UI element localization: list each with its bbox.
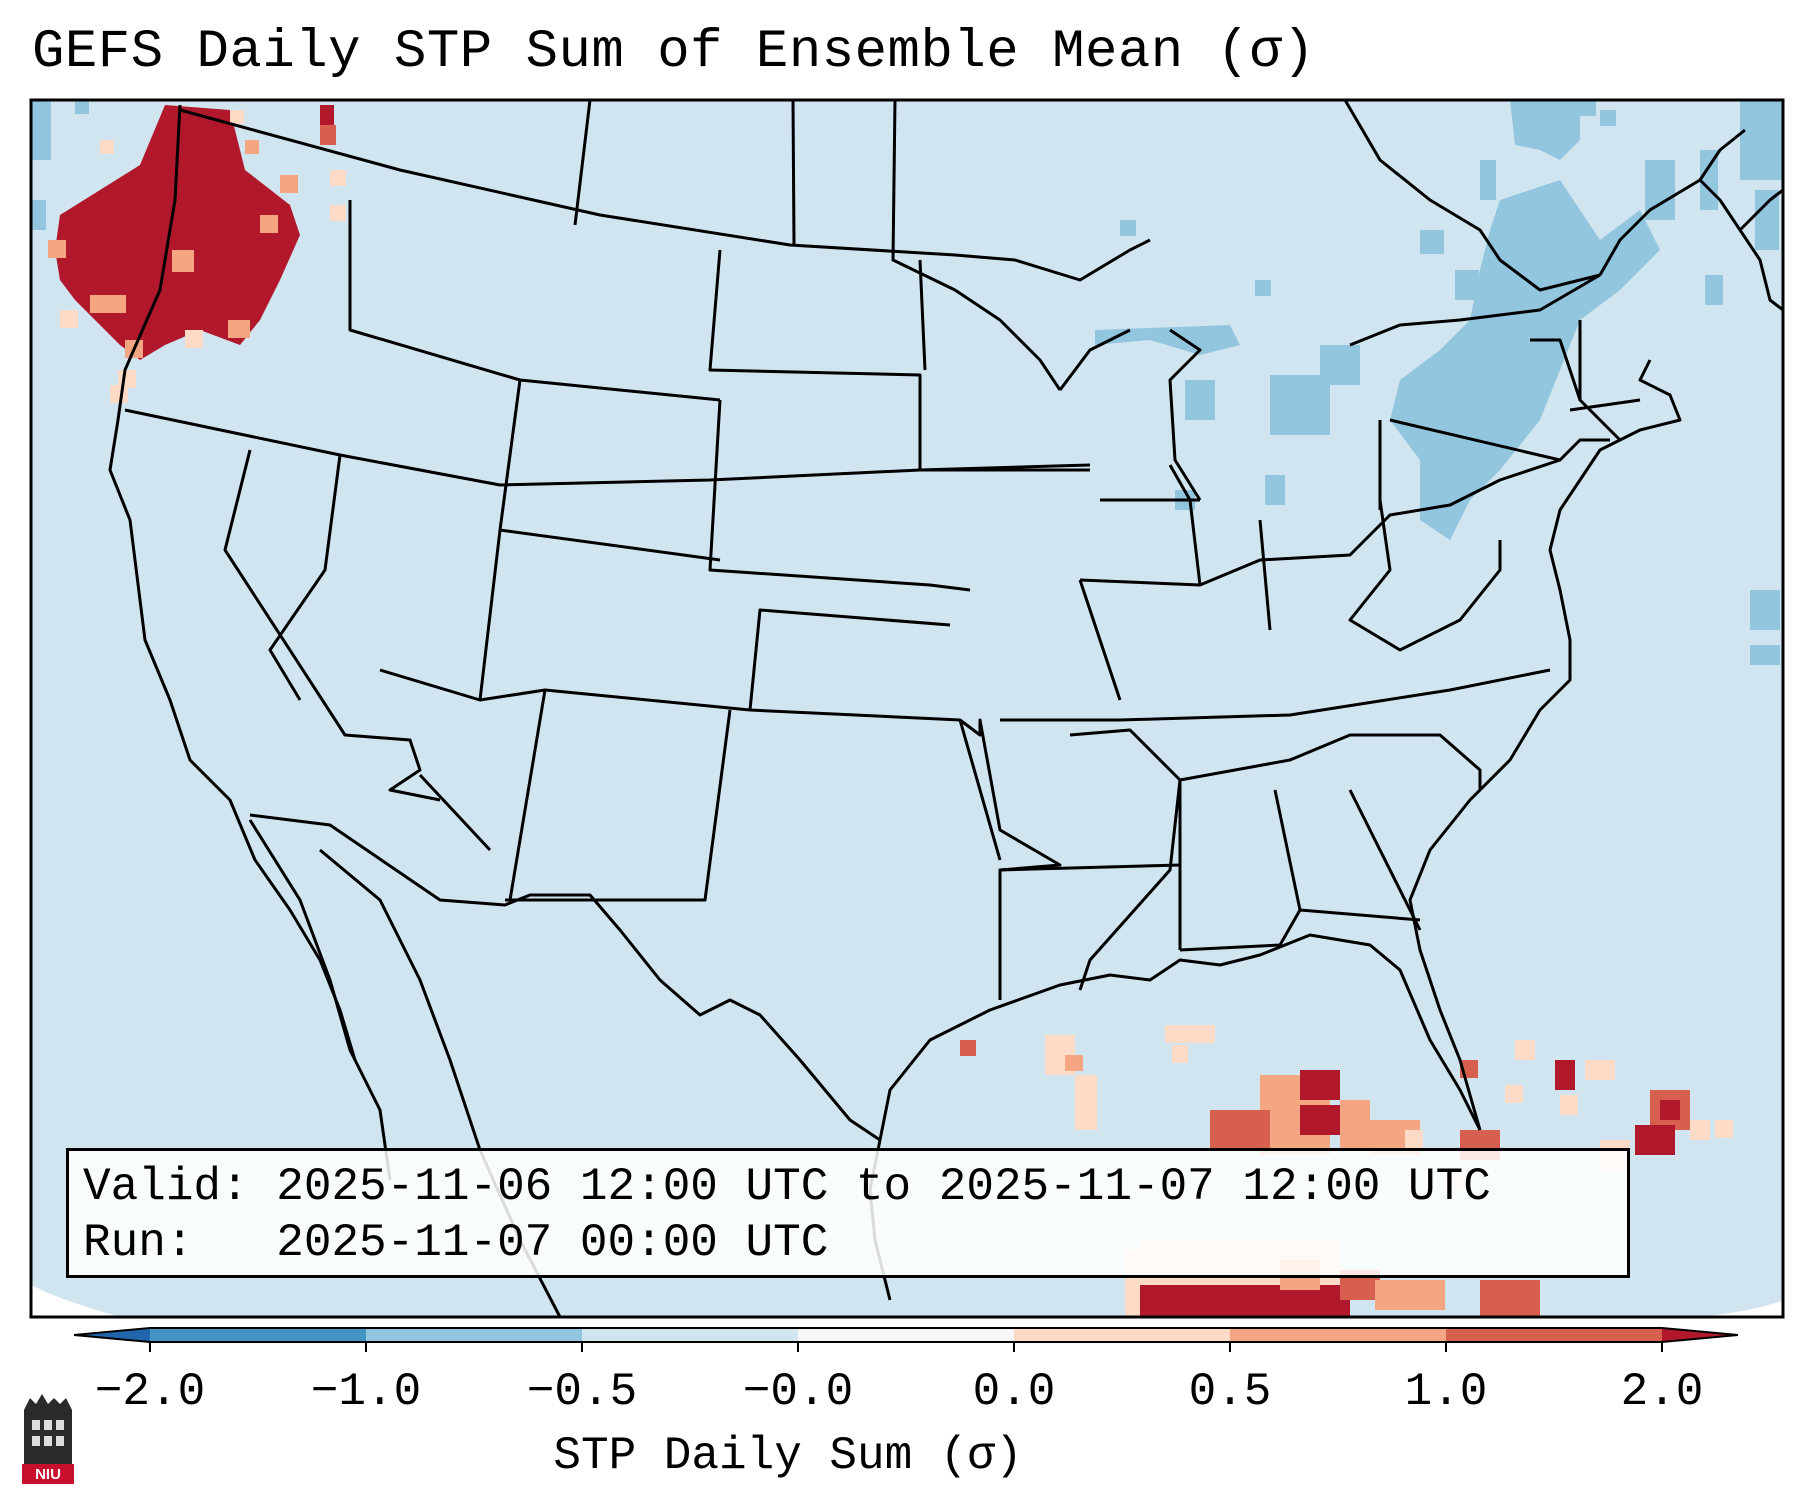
colorbar-tick-label: −0.0 <box>742 1366 854 1418</box>
niu-logo-icon <box>22 1394 74 1484</box>
colorbar-segment <box>366 1328 582 1342</box>
valid-run-info-box: Valid: 2025-11-06 12:00 UTC to 2025-11-0… <box>66 1148 1630 1278</box>
colorbar-segment <box>150 1328 366 1342</box>
colorbar-segment <box>1446 1328 1662 1342</box>
valid-time-line: Valid: 2025-11-06 12:00 UTC to 2025-11-0… <box>83 1161 1491 1213</box>
anomaly-negative-patches <box>31 100 1783 665</box>
colorbar-tick-label: 2.0 <box>1620 1366 1704 1418</box>
colorbar-tick-label: 0.0 <box>972 1366 1056 1418</box>
colorbar-tick-label: 0.5 <box>1188 1366 1272 1418</box>
colorbar-over-arrow <box>1662 1328 1738 1342</box>
colorbar-tick-label: −0.5 <box>526 1366 638 1418</box>
run-time-line: Run: 2025-11-07 00:00 UTC <box>83 1217 829 1269</box>
colorbar-tick-label: −2.0 <box>94 1366 206 1418</box>
map-title: GEFS Daily STP Sum of Ensemble Mean (σ) <box>32 22 1316 83</box>
colorbar-segment <box>1230 1328 1446 1342</box>
niu-logo-text: NIU <box>35 1466 61 1483</box>
colorbar-tick-label: 1.0 <box>1404 1366 1488 1418</box>
map-border <box>29 98 1785 1319</box>
colorbar-segment <box>798 1328 1014 1342</box>
colorbar <box>73 1327 1739 1352</box>
colorbar-segment <box>1014 1328 1230 1342</box>
colorbar-tick-label: −1.0 <box>310 1366 422 1418</box>
colorbar-label: STP Daily Sum (σ) <box>553 1430 1023 1482</box>
colorbar-segment <box>582 1328 798 1342</box>
colorbar-under-arrow <box>74 1328 150 1342</box>
map-domain <box>31 100 1783 1317</box>
